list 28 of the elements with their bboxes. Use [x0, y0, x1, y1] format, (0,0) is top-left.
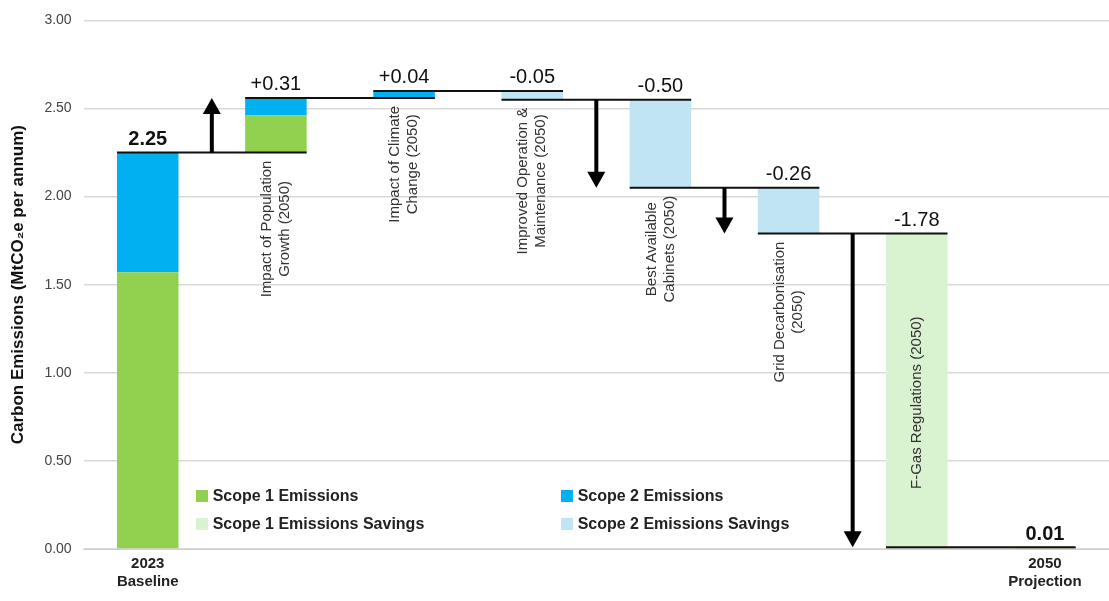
- y-tick-label: 3.00: [44, 11, 72, 28]
- total-label: -1.78: [893, 208, 940, 231]
- total-label: -0.50: [637, 74, 684, 97]
- total-label: 2.25: [128, 127, 168, 150]
- total-label: -0.26: [765, 162, 812, 185]
- total-label: +0.04: [378, 65, 430, 88]
- total-label: -0.05: [509, 65, 556, 88]
- x-tick-label: Grid Decarbonisation (2050): [769, 241, 805, 383]
- y-tick-label: 0.00: [44, 539, 72, 556]
- legend-label: Scope 2 Emissions: [577, 487, 724, 505]
- legend-label: Scope 2 Emissions Savings: [577, 515, 790, 533]
- x-tick-label: F-Gas Regulations (2050): [906, 316, 924, 490]
- y-axis-title: Carbon Emissions (MtCO₂e per annum): [7, 125, 27, 445]
- y-tick-label: 2.00: [44, 187, 72, 204]
- y-tick-label: 2.50: [44, 99, 72, 116]
- total-label: +0.31: [250, 72, 302, 95]
- x-tick-label: Best Available Cabinets (2050): [641, 195, 677, 303]
- x-tick-label: Improved Operation & Maintenance (2050): [513, 107, 549, 255]
- legend-label: Scope 1 Emissions Savings: [212, 515, 425, 533]
- y-tick-label: 1.50: [44, 275, 72, 292]
- y-tick-label: 0.50: [44, 451, 72, 468]
- x-tick-label: 2023 Baseline: [116, 554, 179, 590]
- total-label: 0.01: [1025, 521, 1065, 544]
- x-tick-label: Impact of Climate Change (2050): [385, 105, 421, 223]
- x-tick-label: 2050 Projection: [1008, 554, 1082, 590]
- y-tick-label: 1.00: [44, 363, 72, 380]
- x-tick-label: Impact of Population Growth (2050): [257, 160, 293, 298]
- legend-label: Scope 1 Emissions: [212, 487, 359, 505]
